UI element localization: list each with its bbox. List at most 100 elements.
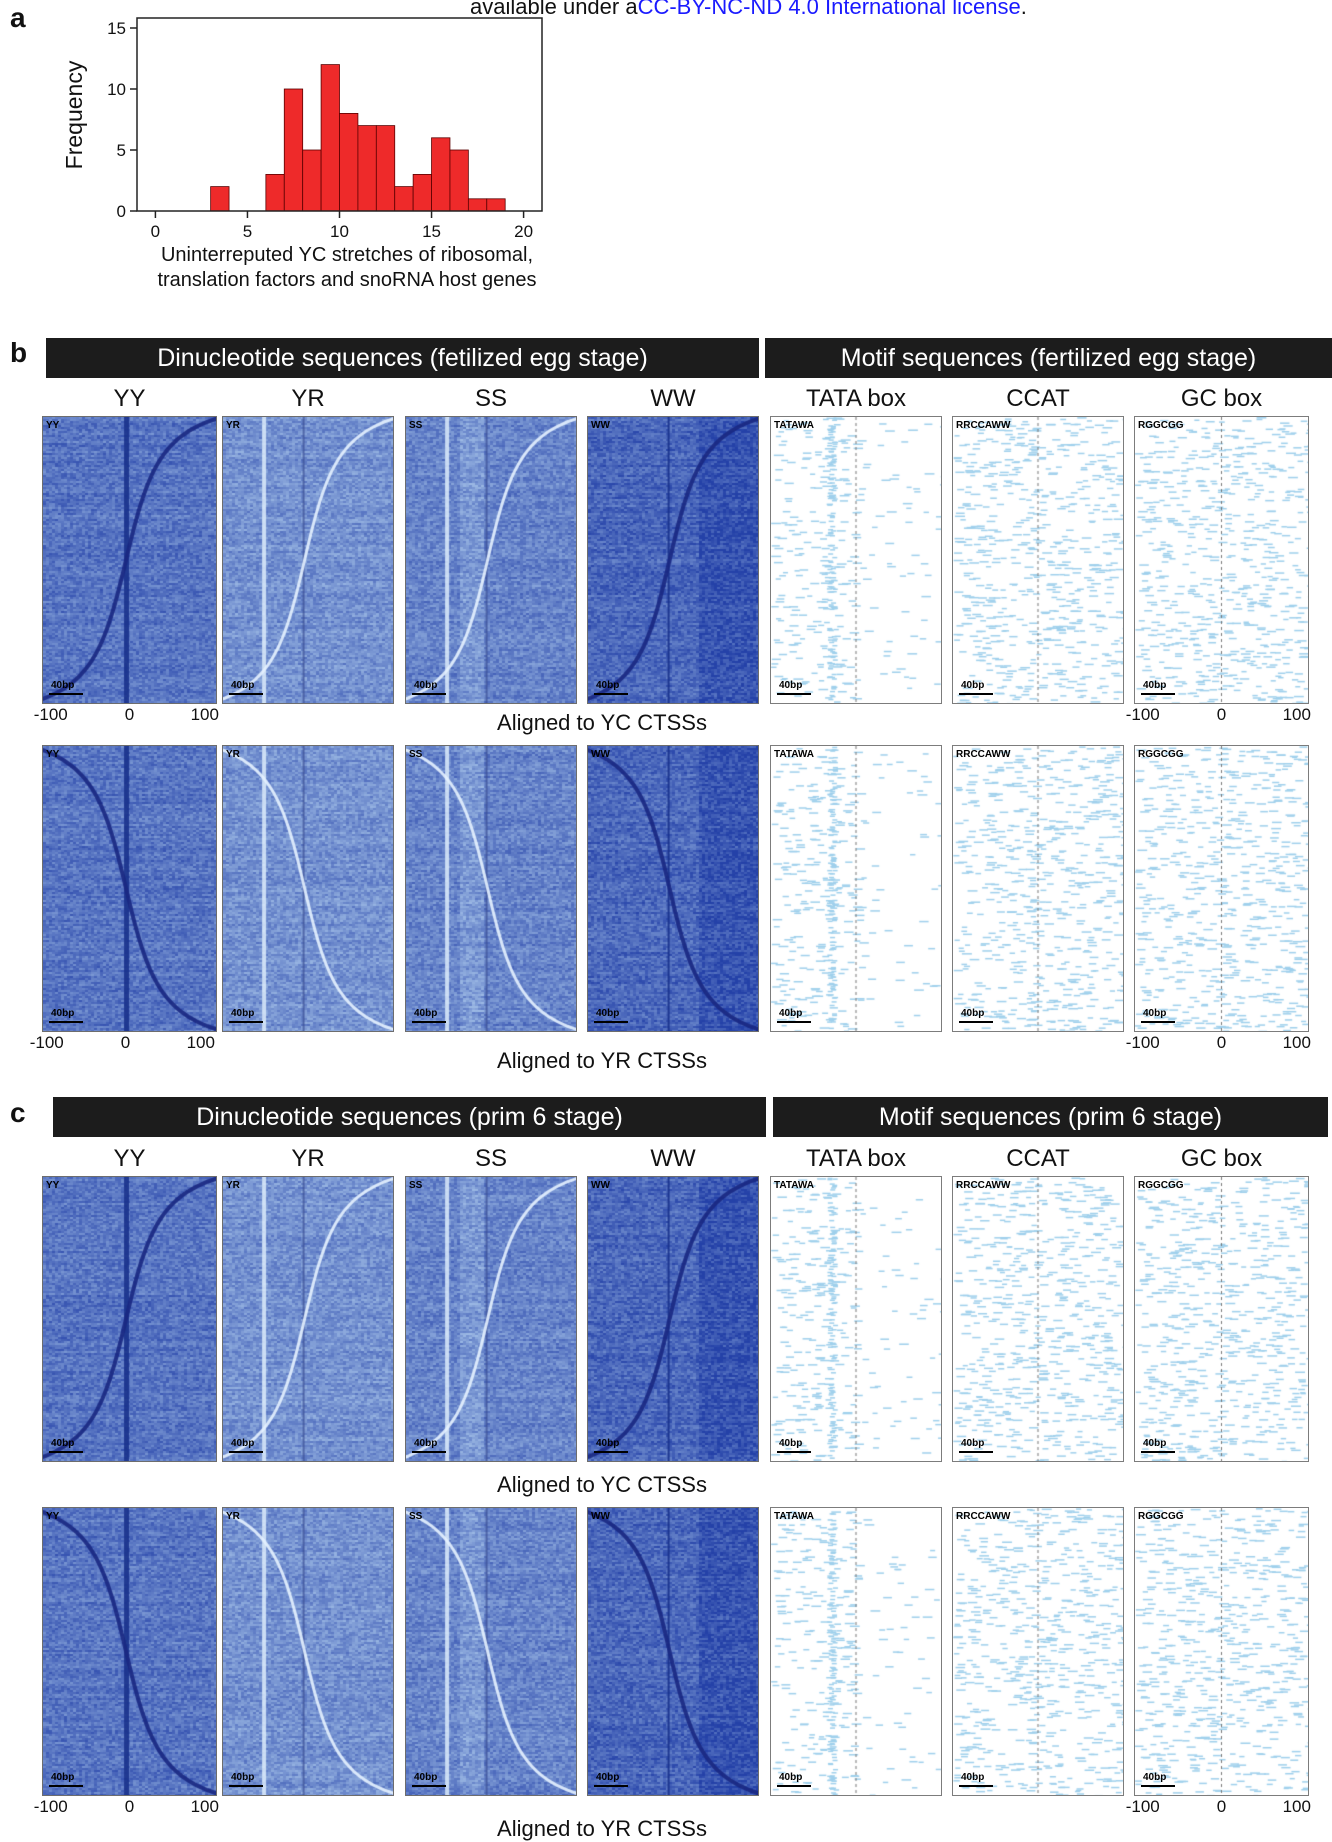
section-b-caption-bottom: Aligned to YR CTSSs [497,1048,707,1073]
b-row1-yy-image [43,417,216,703]
b-row2-scale-bar-rggcgg [1141,1021,1175,1023]
axis-tick-label: -100 [1125,1033,1160,1052]
b-row2-tag-yy: YY [46,749,60,760]
c-row2-tag-rggcgg: RGGCGG [1138,1511,1184,1522]
histogram-xtick-label: 15 [422,222,441,241]
c-column-label-tata-box: TATA box [805,1145,907,1172]
c-row2-yr-image [223,1508,393,1795]
b-row1-scale-label-yy: 40bp [51,680,75,691]
c-row2-heatmap-ww: WW 40bp [587,1507,759,1796]
c-row2-scale-label-yy: 40bp [51,1772,75,1783]
histogram-xtick-label: 10 [330,222,349,241]
c-row1-scale-label-ww: 40bp [596,1438,620,1449]
license-banner: available under aCC-BY-NC-ND 4.0 Interna… [470,0,1027,20]
c-column-label-yy: YY [113,1145,146,1172]
c-row1-scale-bar-yr [229,1451,263,1453]
histogram-bar [302,149,322,212]
b-row1-scale-label-yr: 40bp [231,680,255,691]
c-row1-scale-label-tatawa: 40bp [779,1438,803,1449]
c-row1-scale-label-ss: 40bp [414,1438,438,1449]
b-row2-heatmap-yr: YR 40bp [222,745,394,1032]
c-row2-scale-bar-yr [229,1785,263,1787]
b-row2-scale-label-tatawa: 40bp [779,1008,803,1019]
c-row2-scale-bar-ss [412,1785,446,1787]
b-row2-tatawa-image [771,746,941,1031]
histogram-bar [320,64,340,212]
b-row2-scale-label-ww: 40bp [596,1008,620,1019]
c-row1-yy-image [43,1177,216,1461]
c-row1-heatmap-yy: YY 40bp [42,1176,217,1462]
b-row1-scale-bar-ww [594,693,628,695]
c-row2-motif-rrccaww: RRCCAWW 40bp [952,1507,1124,1796]
b-row1-scale-bar-rggcgg [1141,693,1175,695]
c-row1-scale-bar-tatawa [777,1451,811,1453]
b-row2-yy-image [43,746,216,1031]
c-row2-scale-label-yr: 40bp [231,1772,255,1783]
c-row2-motif-rggcgg: RGGCGG 40bp [1134,1507,1309,1796]
c-row1-motif-tatawa: TATAWA 40bp [770,1176,942,1462]
b-row1-tag-ww: WW [591,420,610,431]
b-row1-tag-yr: YR [226,420,240,431]
c-row2-scale-bar-yy [49,1785,83,1787]
c-row1-tag-yy: YY [46,1180,60,1191]
c-row1-scale-bar-rggcgg [1141,1451,1175,1453]
c-row1-heatmap-ss: SS 40bp [405,1176,577,1462]
b-row1-scale-label-rrccaww: 40bp [961,680,985,691]
b-row1-scale-label-tatawa: 40bp [779,680,803,691]
c-row2-heatmap-yy: YY 40bp [42,1507,217,1796]
histogram-ytick-label: 0 [117,202,126,221]
axis-tick-label: 0 [124,705,135,724]
c-row1-tag-rrccaww: RRCCAWW [956,1180,1011,1191]
b-row2-heatmap-yy: YY 40bp [42,745,217,1032]
histogram-ytick-label: 5 [117,141,126,160]
b-row2-ss-image [406,746,576,1031]
c-row1-rggcgg-image [1135,1177,1308,1461]
b-column-label-ww: WW [650,385,696,412]
b-row2-scale-label-ss: 40bp [414,1008,438,1019]
b-row1-motif-tatawa: TATAWA 40bp [770,416,942,704]
license-link[interactable]: CC-BY-NC-ND 4.0 International license [637,0,1021,19]
section-c-caption-top: Aligned to YC CTSSs [497,1472,707,1497]
c-row1-tag-tatawa: TATAWA [774,1180,814,1191]
c-row1-yr-image [223,1177,393,1461]
b-row2-tag-ss: SS [409,749,423,760]
b-row1-scale-label-rggcgg: 40bp [1143,680,1167,691]
b-row2-scale-bar-ww [594,1021,628,1023]
axis-tick-label: 100 [190,705,219,724]
b-row2-tag-tatawa: TATAWA [774,749,814,760]
b-row2-scale-bar-ss [412,1021,446,1023]
c-row2-scale-bar-ww [594,1785,628,1787]
c-row2-rggcgg-image [1135,1508,1308,1795]
b-row1-left-ticks: -100 0 100 [34,705,219,725]
c-column-label-gc-box: GC box [1180,1145,1263,1172]
c-row1-scale-bar-ss [412,1451,446,1453]
histogram-xlabel-line2: translation factors and snoRNA host gene… [157,269,536,291]
b-row1-heatmap-ww: WW 40bp [587,416,759,704]
c-row2-scale-label-ss: 40bp [414,1772,438,1783]
histogram-xlabel-line1: Uninterreputed YC stretches of ribosomal… [161,244,533,266]
c-row2-scale-label-tatawa: 40bp [779,1772,803,1783]
panel-letter-c: c [10,1097,26,1128]
b-column-label-yr: YR [291,385,325,412]
c-row2-scale-label-rrccaww: 40bp [961,1772,985,1783]
banner-prefix: available under a [470,0,638,19]
b-column-label-tata-box: TATA box [805,385,907,412]
histogram-x-ticks: 0 5 10 15 20 [151,211,533,241]
axis-tick-label: -100 [33,705,68,724]
histogram-bar [394,186,414,212]
c-row2-heatmap-yr: YR 40bp [222,1507,394,1796]
c-row1-heatmap-ww: WW 40bp [587,1176,759,1462]
b-column-label-ccat: CCAT [1006,385,1070,412]
histogram-ytick-label: 15 [107,19,126,38]
c-row2-scale-bar-rrccaww [959,1785,993,1787]
b-row2-right-ticks: -100 0 100 [1126,1033,1311,1053]
b-row2-motif-rggcgg: RGGCGG 40bp [1134,745,1309,1032]
histogram-chart: 0 5 10 15 0 5 10 15 20 Frequency Uninterreputed… [61,17,543,291]
panel-letter-a: a [10,2,26,33]
b-row1-scale-label-ww: 40bp [596,680,620,691]
c-row2-motif-tatawa: TATAWA 40bp [770,1507,942,1796]
b-row1-heatmap-ss: SS 40bp [405,416,577,704]
c-row2-scale-bar-tatawa [777,1785,811,1787]
axis-tick-label: -100 [33,1797,68,1816]
histogram-bar [375,125,396,212]
